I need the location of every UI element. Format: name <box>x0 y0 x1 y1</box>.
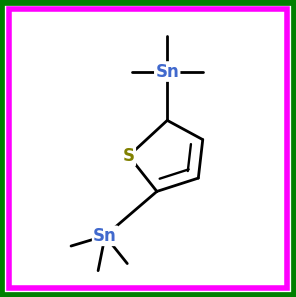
Text: S: S <box>123 147 135 165</box>
Text: Sn: Sn <box>93 227 117 245</box>
Text: Sn: Sn <box>155 63 179 80</box>
